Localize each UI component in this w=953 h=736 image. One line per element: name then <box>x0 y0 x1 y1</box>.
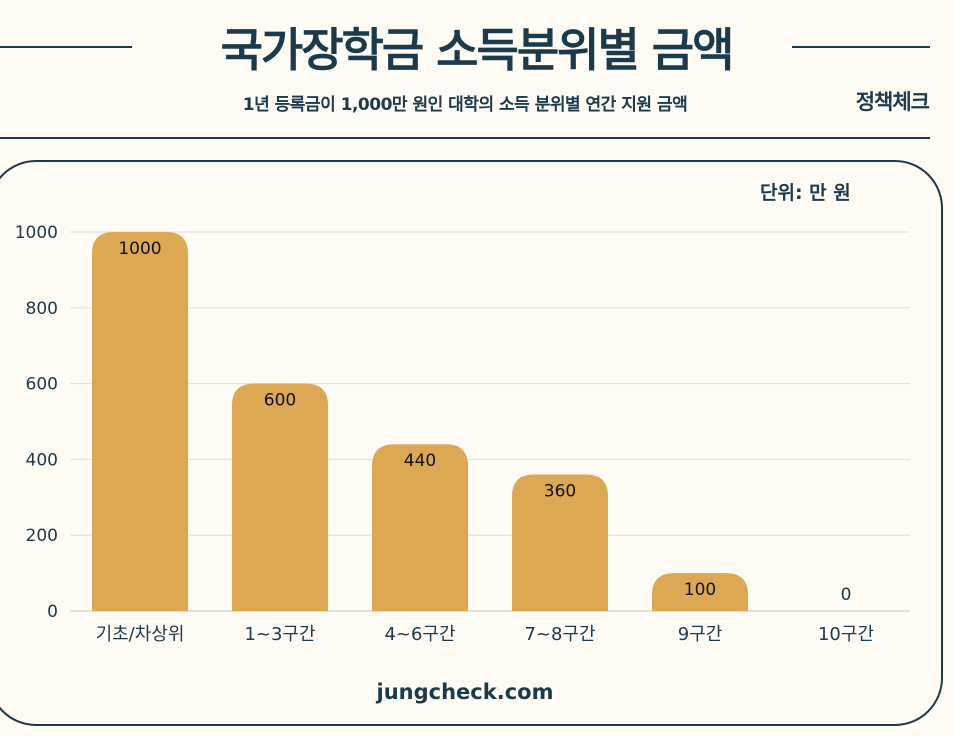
page-title: 국가장학금 소득분위별 금액 <box>220 23 735 77</box>
page-subtitle: 1년 등록금이 1,000만 원인 대학의 소득 분위별 연간 지원 금액 <box>242 95 688 115</box>
chart-card <box>0 160 943 726</box>
x-tick-label: 7~8구간 <box>524 624 595 645</box>
data-label: 0 <box>841 585 852 605</box>
data-label: 440 <box>404 451 436 471</box>
unit-label: 단위: 만 원 <box>760 182 851 204</box>
header-divider <box>0 137 930 139</box>
footer-site: jungcheck.com <box>376 680 554 704</box>
y-tick-label: 200 <box>26 526 58 546</box>
data-label: 1000 <box>118 239 161 259</box>
data-label: 360 <box>544 482 576 502</box>
y-tick-label: 0 <box>47 602 58 622</box>
bar <box>92 232 188 611</box>
y-tick-label: 1000 <box>15 223 58 243</box>
data-label: 100 <box>684 580 716 600</box>
x-tick-label: 기초/차상위 <box>96 624 185 645</box>
bar <box>232 383 328 611</box>
brand-label: 정책체크 <box>855 90 930 114</box>
bar <box>652 573 748 611</box>
x-tick-label: 9구간 <box>678 624 723 645</box>
y-tick-label: 400 <box>26 450 58 470</box>
title-rule-right <box>792 46 930 48</box>
bar <box>512 474 608 611</box>
y-tick-label: 800 <box>26 299 58 319</box>
data-label: 600 <box>264 391 296 411</box>
x-tick-label: 10구간 <box>818 624 874 645</box>
x-tick-label: 1~3구간 <box>244 624 315 645</box>
y-tick-label: 600 <box>26 375 58 395</box>
x-tick-label: 4~6구간 <box>384 624 455 645</box>
title-rule-left <box>0 46 132 48</box>
bar <box>372 444 468 611</box>
